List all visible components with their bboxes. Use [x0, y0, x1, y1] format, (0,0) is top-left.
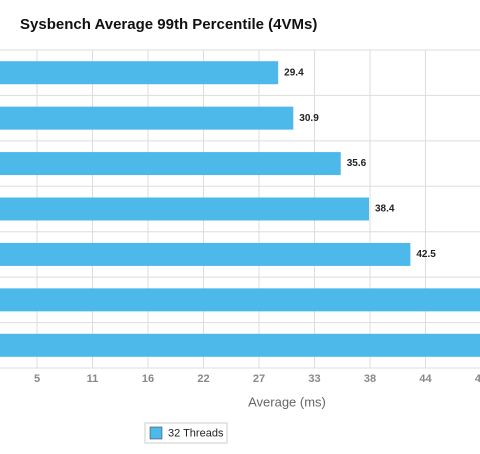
data-label: 30.9 — [299, 113, 319, 124]
bar — [0, 106, 294, 130]
x-tick-label: 22 — [197, 373, 209, 385]
x-tick-label: 44 — [419, 373, 432, 385]
x-tick-label: 5 — [34, 373, 40, 385]
x-axis-title: Average (ms) — [248, 394, 326, 409]
data-label: 35.6 — [347, 158, 367, 169]
x-tick-label: 38 — [364, 373, 376, 385]
data-label: 29.4 — [284, 67, 304, 78]
x-tick-label: 33 — [308, 373, 320, 385]
legend-label[interactable]: 32 Threads — [168, 427, 224, 439]
legend — [144, 422, 228, 444]
data-label: 42.5 — [416, 249, 436, 260]
x-tick-label: 16 — [142, 373, 154, 385]
x-tick-label: 49 — [475, 373, 480, 385]
x-tick-label: 27 — [253, 373, 265, 385]
legend-swatch — [149, 426, 163, 440]
bar — [0, 152, 341, 176]
bar — [0, 197, 369, 221]
bar — [0, 61, 279, 85]
x-tick-label: 11 — [87, 373, 99, 385]
bar — [0, 242, 411, 266]
chart-title: Sysbench Average 99th Percentile (4VMs) — [20, 16, 317, 33]
bar — [0, 333, 480, 357]
bar — [0, 288, 480, 312]
data-label: 38.4 — [375, 204, 395, 215]
